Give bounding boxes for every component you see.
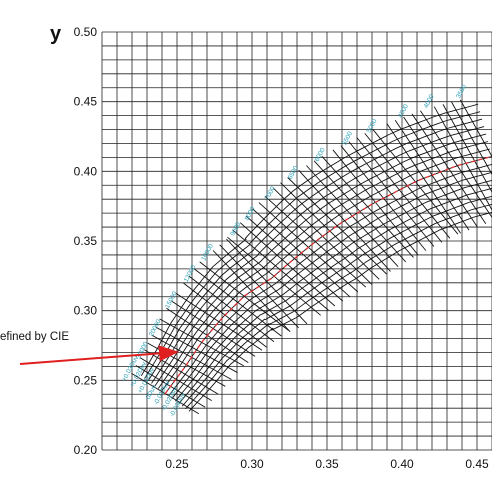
cct-label: 6500	[287, 165, 300, 181]
duv-line	[140, 103, 479, 377]
isotherm-line	[239, 222, 336, 307]
isotherm-line	[356, 137, 443, 243]
isotherm-line	[155, 326, 238, 374]
duv-line	[144, 111, 481, 379]
cct-label: 5000	[366, 118, 379, 134]
annotation-arrow	[19, 345, 179, 365]
duv-line	[171, 171, 492, 399]
y-tick-label: 0.45	[74, 95, 98, 109]
tick-labels: 0.25 0.30 0.35 0.40 0.45 0.20 0.25 0.30 0.35 0.40…	[74, 25, 489, 471]
y-tick-label: 0.30	[74, 304, 98, 318]
y-tick-label: 0.25	[74, 373, 98, 387]
isotherm-line	[321, 155, 414, 258]
duv-line	[151, 126, 485, 384]
isotherm-line	[199, 261, 289, 331]
x-tick-label: 0.30	[240, 457, 264, 471]
y-axis-label: y	[50, 23, 62, 45]
x-tick-label: 0.45	[465, 457, 489, 471]
isotherm-line	[451, 101, 492, 176]
isotherm-line	[159, 318, 245, 367]
isotherm-line	[264, 195, 367, 288]
duv-line	[157, 141, 489, 389]
duv-line	[178, 187, 492, 404]
y-tick-label: 0.35	[74, 234, 98, 248]
cct-label: 6000	[314, 147, 327, 163]
duv-line	[154, 133, 487, 387]
cct-label: 3500	[455, 83, 468, 99]
isotherm-line	[194, 268, 282, 337]
x-tick-label: 0.35	[315, 457, 339, 471]
annotation-text: efined by CIE	[0, 331, 69, 343]
cct-label: 12000	[183, 264, 198, 284]
y-tick-label: 0.50	[74, 25, 98, 39]
duv-line	[175, 179, 492, 402]
isotherm-line	[287, 177, 387, 275]
cct-label: 4500	[397, 103, 410, 119]
isotherm-line	[298, 169, 391, 272]
isotherm-line	[245, 215, 344, 302]
isotherm-line	[386, 123, 461, 234]
duv-line	[168, 163, 492, 397]
x-tick-label: 0.40	[390, 457, 414, 471]
cct-label: 20000	[148, 318, 163, 338]
duv-line	[161, 148, 491, 392]
y-tick-label: 0.40	[74, 164, 98, 178]
x-tick-label: 0.25	[165, 457, 189, 471]
duv-line	[181, 195, 492, 407]
cie-annotation: efined by CIE	[0, 331, 179, 365]
cct-label: 10000	[200, 242, 215, 262]
isotherm-line	[420, 110, 492, 219]
duv-line	[188, 211, 492, 412]
isotherm-line	[348, 141, 435, 247]
isotherm-line	[226, 238, 308, 325]
isotherm-line	[411, 113, 487, 225]
isotherm-line	[175, 292, 263, 351]
cct-label: 8000	[244, 205, 257, 221]
cct-label: 5500	[341, 130, 354, 146]
y-tick-label: 0.20	[74, 443, 98, 457]
isotherm-line	[144, 349, 219, 395]
isotherm-line	[459, 99, 492, 158]
